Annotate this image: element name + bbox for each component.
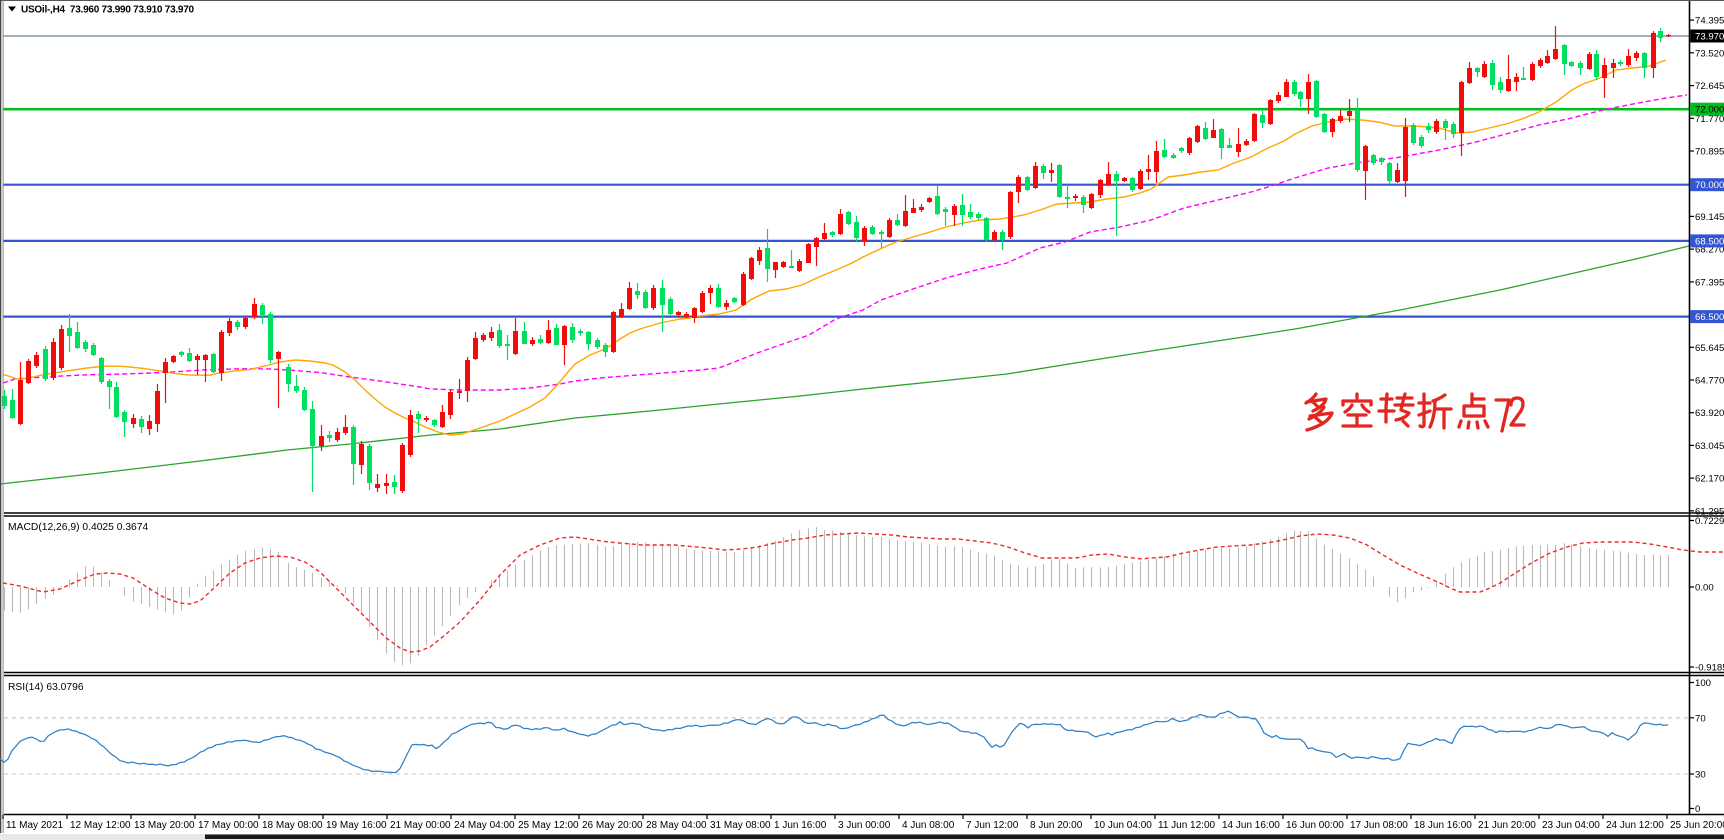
svg-text:71.770: 71.770 <box>1695 114 1724 125</box>
svg-text:0.00: 0.00 <box>1695 583 1714 594</box>
svg-text:68.500: 68.500 <box>1695 236 1724 247</box>
svg-text:73.970: 73.970 <box>1695 32 1724 43</box>
svg-text:70.895: 70.895 <box>1695 147 1724 158</box>
svg-text:26 May 20:00: 26 May 20:00 <box>582 820 643 831</box>
svg-text:1 Jun 16:00: 1 Jun 16:00 <box>774 820 827 831</box>
svg-text:4 Jun 08:00: 4 Jun 08:00 <box>902 820 955 831</box>
svg-text:17 Jun 08:00: 17 Jun 08:00 <box>1350 820 1408 831</box>
svg-text:63.920: 63.920 <box>1695 408 1724 419</box>
svg-text:73.520: 73.520 <box>1695 48 1724 59</box>
svg-text:3 Jun 00:00: 3 Jun 00:00 <box>838 820 891 831</box>
svg-text:21 Jun 20:00: 21 Jun 20:00 <box>1478 820 1536 831</box>
svg-text:18 Jun 16:00: 18 Jun 16:00 <box>1414 820 1472 831</box>
svg-text:66.500: 66.500 <box>1695 312 1724 323</box>
svg-text:31 May 08:00: 31 May 08:00 <box>710 820 771 831</box>
svg-text:0: 0 <box>1695 804 1700 815</box>
svg-text:25 Jun 20:00: 25 Jun 20:00 <box>1670 820 1724 831</box>
svg-text:-0.9185: -0.9185 <box>1695 663 1724 674</box>
svg-text:70.000: 70.000 <box>1695 180 1724 191</box>
svg-text:74.395: 74.395 <box>1695 16 1724 27</box>
svg-text:19 May 16:00: 19 May 16:00 <box>326 820 387 831</box>
svg-text:18 May 08:00: 18 May 08:00 <box>262 820 323 831</box>
svg-text:69.145: 69.145 <box>1695 212 1724 223</box>
svg-text:25 May 12:00: 25 May 12:00 <box>518 820 579 831</box>
svg-text:7 Jun 12:00: 7 Jun 12:00 <box>966 820 1019 831</box>
svg-text:67.395: 67.395 <box>1695 277 1724 288</box>
svg-text:13 May 20:00: 13 May 20:00 <box>134 820 195 831</box>
svg-text:0.7229: 0.7229 <box>1695 516 1724 527</box>
svg-text:14 Jun 16:00: 14 Jun 16:00 <box>1222 820 1280 831</box>
svg-text:USOil-,H4 73.960 73.990 73.91: USOil-,H4 73.960 73.990 73.910 73.970 <box>21 5 195 16</box>
svg-text:11 Jun 12:00: 11 Jun 12:00 <box>1158 820 1216 831</box>
svg-text:30: 30 <box>1695 770 1706 781</box>
svg-text:MACD(12,26,9) 0.4025 0.3674: MACD(12,26,9) 0.4025 0.3674 <box>8 522 149 533</box>
svg-text:100: 100 <box>1695 678 1711 689</box>
svg-text:8 Jun 20:00: 8 Jun 20:00 <box>1030 820 1083 831</box>
svg-text:61.295: 61.295 <box>1695 506 1724 517</box>
svg-text:24 Jun 12:00: 24 Jun 12:00 <box>1606 820 1664 831</box>
svg-text:62.170: 62.170 <box>1695 474 1724 485</box>
svg-text:23 Jun 04:00: 23 Jun 04:00 <box>1542 820 1600 831</box>
svg-text:11 May 2021: 11 May 2021 <box>6 820 64 831</box>
svg-text:72.000: 72.000 <box>1695 105 1724 116</box>
svg-text:72.645: 72.645 <box>1695 81 1724 92</box>
svg-text:68.270: 68.270 <box>1695 245 1724 256</box>
svg-text:24 May 04:00: 24 May 04:00 <box>454 820 515 831</box>
svg-text:17 May 00:00: 17 May 00:00 <box>198 820 259 831</box>
svg-text:12 May 12:00: 12 May 12:00 <box>70 820 131 831</box>
svg-text:28 May 04:00: 28 May 04:00 <box>646 820 707 831</box>
svg-text:10 Jun 04:00: 10 Jun 04:00 <box>1094 820 1152 831</box>
svg-text:70: 70 <box>1695 713 1706 724</box>
svg-text:21 May 00:00: 21 May 00:00 <box>390 820 451 831</box>
svg-text:64.770: 64.770 <box>1695 376 1724 387</box>
svg-text:65.645: 65.645 <box>1695 343 1724 354</box>
svg-text:63.045: 63.045 <box>1695 441 1724 452</box>
svg-text:16 Jun 00:00: 16 Jun 00:00 <box>1286 820 1344 831</box>
svg-text:RSI(14) 63.0796: RSI(14) 63.0796 <box>8 682 84 693</box>
